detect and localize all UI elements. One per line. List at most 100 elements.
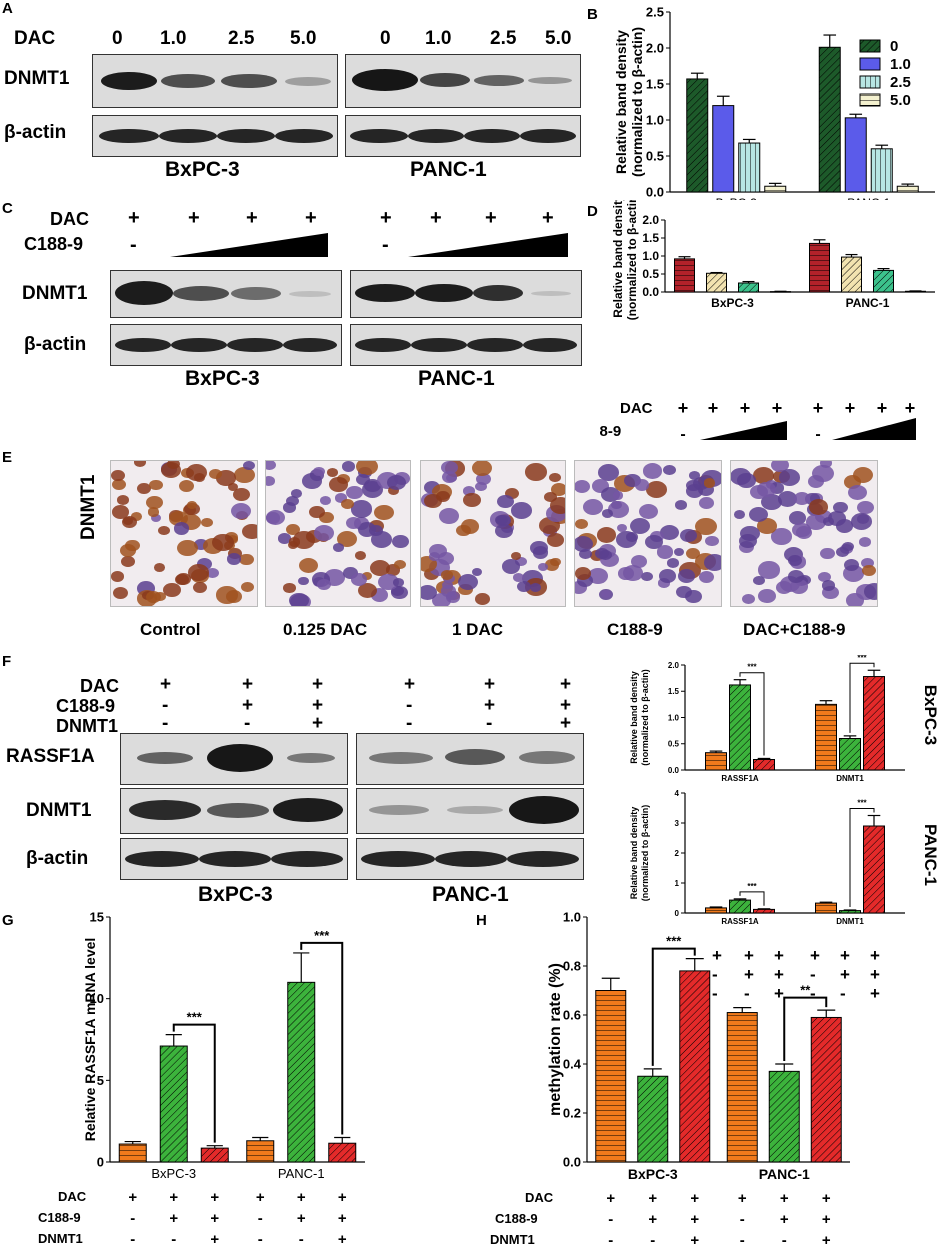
a-dnmt1-label: DNMT1	[4, 68, 70, 89]
a-dose-bx-2: 2.5	[228, 28, 255, 49]
a-blot-dnmt1-bxpc3	[92, 54, 338, 108]
c-blot-dnmt1-bxpc3	[110, 270, 342, 318]
f-sign-dnmt1: -	[406, 713, 413, 734]
cond-sign-dnmt1: -	[608, 1232, 613, 1245]
c-gradient-wedge-bx	[170, 233, 328, 257]
cond-sign-dnmt1: -	[171, 1231, 176, 1245]
c-plus-pc-2: +	[430, 207, 442, 229]
f-sign-dac: +	[160, 674, 172, 695]
category-label: PANC-1	[278, 1166, 325, 1181]
significance-bracket	[651, 947, 696, 1066]
bar	[863, 825, 885, 914]
y-tick-label: 0.0	[563, 1155, 581, 1170]
a-dose-pc-0: 0	[380, 28, 391, 49]
d-minus-sign: -	[815, 426, 820, 443]
significance-bracket	[739, 672, 765, 756]
y-tick-label: 1.0	[646, 113, 664, 128]
cond-label-dnmt1: DNMT1	[490, 1232, 535, 1245]
d-plus-sign: +	[678, 398, 689, 418]
f-right-sign-c188: +	[744, 965, 754, 984]
y-tick-label: 0.5	[668, 740, 680, 749]
y-tick-label: 0.8	[563, 959, 581, 974]
f-blot-rassf1a-panc1	[356, 733, 584, 785]
cond-sign-dac: +	[297, 1189, 306, 1206]
y-tick-label: 2.0	[668, 661, 680, 670]
y-tick-label: 3	[675, 819, 680, 828]
significance-bracket	[849, 808, 875, 907]
f-panc1-rowlabel: PANC-1	[921, 824, 940, 886]
cond-sign-dac: +	[169, 1189, 178, 1206]
f-sign-c188: +	[312, 695, 324, 716]
d-c188-label: C188-9	[600, 423, 621, 440]
bar	[246, 1140, 275, 1163]
f-right-sign-dac: +	[712, 946, 722, 965]
cond-sign-dac: +	[128, 1189, 137, 1206]
panel-label-h: H	[476, 912, 487, 929]
cond-sign-dnmt1: +	[822, 1232, 831, 1245]
d-plus-sign: +	[772, 398, 783, 418]
bar	[844, 117, 867, 193]
d-plus-sign: +	[877, 398, 888, 418]
cond-sign-c188: -	[130, 1210, 135, 1227]
f-right-sign-dnmt1: -	[810, 984, 816, 1003]
y-tick-label: 2.5	[646, 5, 664, 20]
f-sign-dac: +	[560, 674, 572, 695]
panel-label-c: C	[2, 200, 13, 217]
c-minus-bx: -	[130, 234, 137, 256]
y-axis-title: Relative RASSF1A mRNA level	[82, 938, 98, 1142]
f-rassf1a-label: RASSF1A	[6, 746, 95, 767]
c-plus-bx-4: +	[305, 207, 317, 229]
e-cond-1: 0.125 DAC	[283, 620, 368, 639]
e-ihc-0125dac	[265, 460, 411, 607]
c-panc1-label: PANC-1	[418, 367, 495, 390]
c-plus-bx-1: +	[128, 207, 140, 229]
y-axis-title: (normalized to β-actin)	[640, 669, 650, 766]
cond-sign-dnmt1: -	[299, 1231, 304, 1245]
legend-swatch	[859, 93, 881, 107]
legend-label: 5.0	[890, 92, 911, 109]
cond-sign-dac: +	[780, 1190, 789, 1207]
y-axis-title: methylation rate (%)	[547, 963, 564, 1116]
f-blot-bactin-bxpc3	[120, 838, 348, 880]
cond-label-dac: DAC	[525, 1190, 554, 1205]
cond-sign-dac: +	[606, 1190, 615, 1207]
significance-stars: ***	[857, 799, 867, 808]
c-plus-pc-3: +	[485, 207, 497, 229]
panel-label-f: F	[2, 653, 12, 670]
cond-sign-c188: +	[297, 1210, 306, 1227]
cond-label-dac: DAC	[58, 1189, 87, 1204]
y-tick-label: 0.2	[563, 1106, 581, 1121]
cond-sign-dac: +	[738, 1190, 747, 1207]
bar	[686, 78, 709, 193]
f-dnmt1-cond-label: DNMT1	[56, 716, 118, 736]
f-dac-label: DAC	[80, 676, 119, 696]
significance-stars: ***	[747, 663, 757, 672]
category-label: RASSF1A	[721, 917, 759, 926]
panel-label-g: G	[2, 912, 14, 929]
a-dose-bx-1: 1.0	[160, 28, 187, 49]
significance-stars: ***	[187, 1010, 203, 1025]
bar	[810, 1016, 842, 1163]
a-dose-pc-3: 5.0	[545, 28, 572, 49]
e-dnmt1-label: DNMT1	[78, 474, 99, 540]
y-axis-title: Relative band density	[611, 200, 625, 318]
d-plus-sign: +	[740, 398, 751, 418]
c-dnmt1-label: DNMT1	[22, 283, 88, 304]
bar	[753, 759, 775, 771]
chart-f-bxpc3: 0.0 0.5 1.0 1.5 2.0 Relative band density (nor…	[629, 655, 940, 783]
cond-sign-c188: +	[338, 1210, 347, 1227]
bar	[873, 269, 894, 293]
significance-stars: ***	[747, 882, 757, 891]
cond-sign-dac: +	[210, 1189, 219, 1206]
f-sign-c188: -	[162, 695, 169, 716]
f-sign-dnmt1: +	[560, 713, 572, 734]
bar	[753, 908, 775, 914]
y-tick-label: 1.0	[563, 910, 581, 925]
bar	[768, 1070, 800, 1163]
bar	[841, 256, 862, 293]
y-tick-label: 1.5	[668, 687, 680, 696]
a-bactin-label: β-actin	[4, 122, 67, 143]
f-sign-c188: -	[406, 695, 413, 716]
y-tick-label: 0.0	[642, 285, 659, 299]
cond-sign-c188: -	[258, 1210, 263, 1227]
